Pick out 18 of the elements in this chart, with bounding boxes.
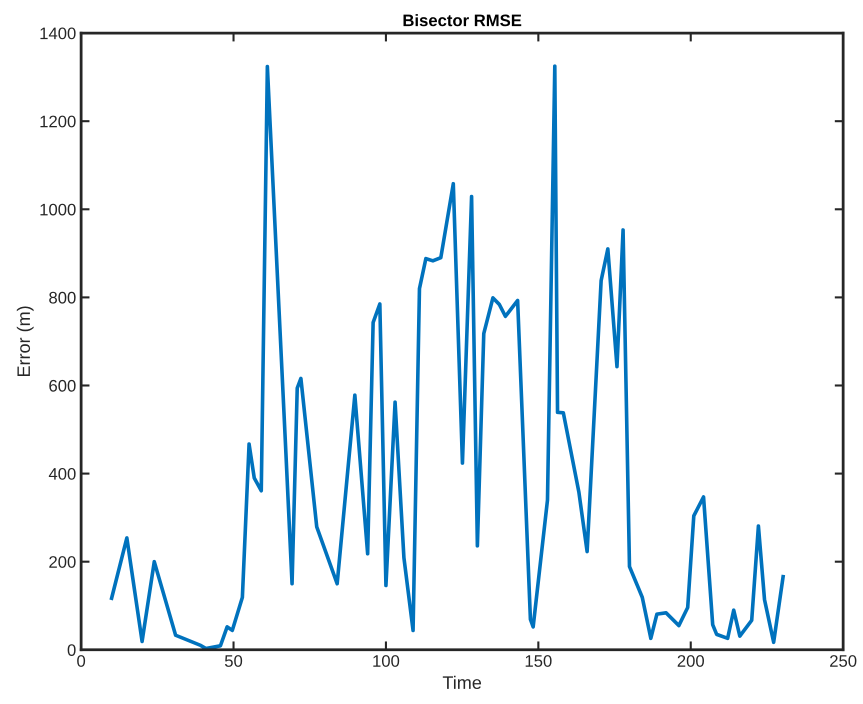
y-tick-label: 1200 (40, 116, 76, 128)
chart-title: Bisector RMSE (404, 14, 522, 26)
x-axis-title: Time (442, 676, 482, 690)
y-tick-label: 800 (49, 292, 76, 304)
y-tick-label: 600 (49, 380, 76, 392)
y-tick-label: 400 (48, 468, 76, 480)
x-tick-label: 150 (526, 655, 552, 667)
x-tick-label: 250 (830, 655, 856, 667)
x-tick-label: 100 (373, 655, 400, 667)
x-tick-label: 0 (77, 655, 86, 667)
x-tick-label: 50 (224, 655, 242, 667)
y-tick-label: 1000 (40, 204, 76, 216)
y-axis-title: Error (m) (16, 306, 34, 376)
x-tick-label: 200 (678, 655, 704, 667)
y-tick-label: 200 (49, 556, 76, 568)
y-tick-label: 0 (68, 644, 76, 656)
line-series (110, 64, 785, 650)
y-tick-label: 1400 (40, 27, 76, 40)
